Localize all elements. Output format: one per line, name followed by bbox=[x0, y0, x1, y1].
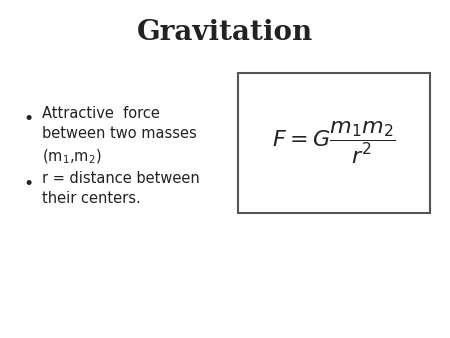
Bar bbox=[238, 73, 430, 213]
Text: Attractive  force
between two masses
(m$_1$,m$_2$): Attractive force between two masses (m$_… bbox=[42, 106, 197, 166]
Text: •: • bbox=[23, 175, 33, 193]
Text: $F = G\dfrac{m_1 m_2}{r^2}$: $F = G\dfrac{m_1 m_2}{r^2}$ bbox=[272, 120, 396, 166]
Text: r = distance between
their centers.: r = distance between their centers. bbox=[42, 171, 200, 207]
Text: •: • bbox=[23, 110, 33, 128]
Text: Gravitation: Gravitation bbox=[137, 20, 313, 47]
